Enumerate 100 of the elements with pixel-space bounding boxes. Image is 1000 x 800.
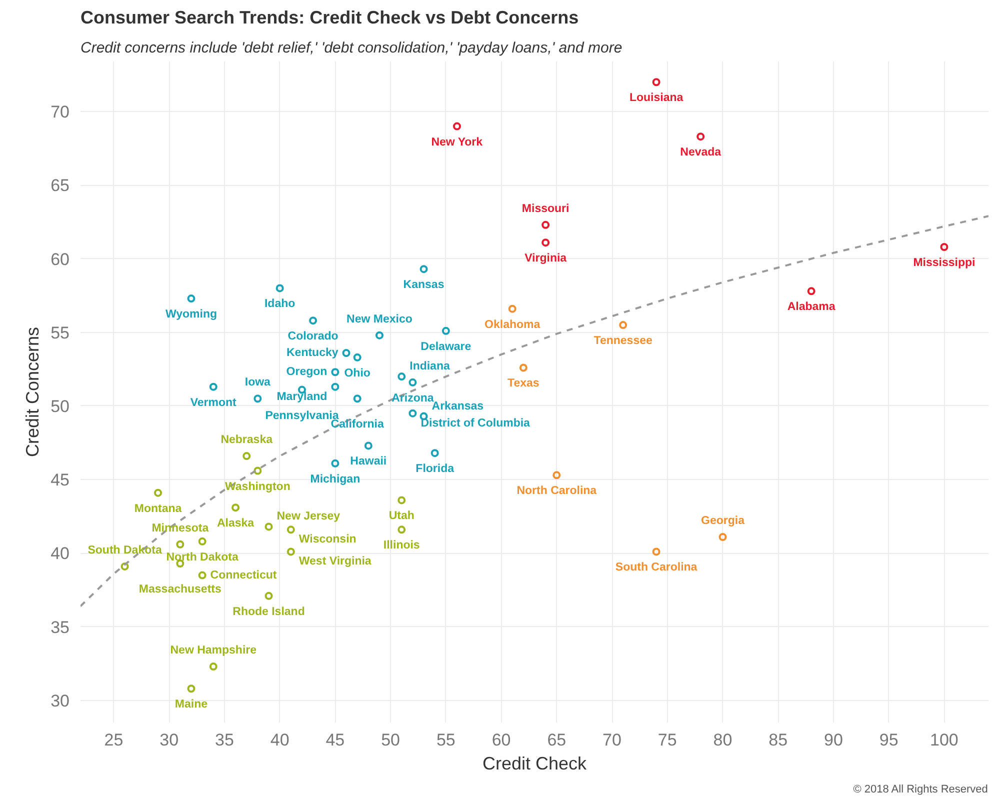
annotation: Ohio bbox=[344, 367, 370, 380]
x-tick-label: 25 bbox=[104, 730, 124, 750]
annotation: Virginia bbox=[524, 252, 568, 265]
x-tick-label: 70 bbox=[602, 730, 622, 750]
annotation: Washington bbox=[224, 480, 290, 493]
point bbox=[232, 504, 240, 512]
point bbox=[242, 452, 251, 460]
annotation: Texas bbox=[508, 378, 540, 390]
y-tick-label: 45 bbox=[50, 470, 70, 490]
point bbox=[198, 537, 206, 546]
annotation: Louisiana bbox=[629, 92, 684, 104]
annotation: North Carolina bbox=[516, 485, 598, 498]
point bbox=[696, 132, 705, 141]
annotation: Idaho bbox=[264, 298, 296, 310]
point bbox=[264, 592, 273, 600]
x-tick-label: 60 bbox=[492, 730, 511, 750]
annotation: Missouri bbox=[522, 202, 570, 215]
point bbox=[408, 378, 417, 386]
annotation: Georgia bbox=[701, 515, 746, 528]
point bbox=[442, 326, 450, 335]
annotation: Colorado bbox=[288, 330, 338, 343]
annotation: South Carolina bbox=[615, 562, 698, 574]
annotation: Nebraska bbox=[220, 434, 274, 446]
x-tick-label: 100 bbox=[930, 730, 958, 750]
annotation: Kansas bbox=[403, 279, 444, 292]
point bbox=[209, 662, 218, 671]
point bbox=[264, 522, 273, 531]
annotation: Massachusetts bbox=[138, 584, 222, 596]
point bbox=[342, 348, 350, 357]
point bbox=[420, 265, 428, 274]
annotation: New Hampshire bbox=[170, 644, 257, 657]
point bbox=[187, 294, 196, 303]
annotation: Hawaii bbox=[350, 456, 387, 468]
x-tick-label: 55 bbox=[436, 730, 456, 750]
point bbox=[120, 562, 129, 570]
point bbox=[176, 540, 184, 548]
point bbox=[375, 331, 384, 340]
point bbox=[398, 496, 406, 504]
x-tick-label: 30 bbox=[160, 730, 179, 750]
y-tick-label: 35 bbox=[50, 618, 70, 637]
y-tick-label: 50 bbox=[50, 396, 70, 416]
point bbox=[254, 466, 262, 475]
point bbox=[940, 243, 948, 251]
annotation: Oklahoma bbox=[484, 318, 541, 331]
annotation: Tennessee bbox=[594, 335, 652, 348]
point bbox=[807, 287, 816, 296]
annotation: New Mexico bbox=[346, 313, 412, 326]
text: © 2018 All Rights Reserved bbox=[853, 784, 988, 796]
annotation: New Jersey bbox=[276, 510, 341, 523]
annotation: Indiana bbox=[410, 360, 450, 373]
point bbox=[519, 364, 528, 372]
point bbox=[619, 321, 628, 330]
annotation: Florida bbox=[416, 463, 455, 476]
point bbox=[331, 382, 340, 391]
annotation: West Virginia bbox=[298, 556, 372, 568]
point bbox=[331, 459, 340, 468]
x-tick-label: 45 bbox=[326, 730, 345, 750]
annotation: Montana bbox=[134, 502, 182, 515]
point bbox=[276, 284, 284, 292]
y-tick-label: 30 bbox=[50, 691, 70, 710]
annotation: Arkansas bbox=[432, 400, 484, 412]
y-tick-label: 55 bbox=[50, 323, 70, 342]
point bbox=[309, 316, 318, 325]
chart-title: Consumer Search Trends: Credit Check vs Debt Concerns bbox=[80, 8, 579, 28]
x-tick-label: 95 bbox=[879, 730, 898, 750]
annotation: Wisconsin bbox=[298, 534, 356, 546]
annotation: Vermont bbox=[190, 396, 237, 409]
x-tick-label: 80 bbox=[713, 730, 732, 750]
annotation: Nevada bbox=[680, 146, 722, 159]
x-tick-label: 40 bbox=[270, 730, 290, 750]
annotation: Utah bbox=[388, 510, 414, 522]
point bbox=[209, 382, 218, 391]
point bbox=[331, 368, 340, 376]
point bbox=[353, 353, 362, 362]
point bbox=[452, 122, 461, 130]
annotation: Alabama bbox=[787, 301, 836, 314]
annotation: Oregon bbox=[286, 366, 328, 378]
point bbox=[552, 471, 561, 480]
annotation: Illinois bbox=[383, 540, 420, 552]
chart-subtitle: Credit concerns include 'debt relief,' 'debt consolidation,' 'payday loans,' and more bbox=[80, 40, 622, 56]
point bbox=[187, 684, 196, 693]
point bbox=[154, 488, 162, 497]
annotation: Minnesota bbox=[152, 522, 210, 534]
point bbox=[408, 409, 417, 418]
point bbox=[542, 220, 550, 229]
y-tick-label: 65 bbox=[50, 176, 70, 196]
point bbox=[652, 78, 660, 86]
annotation: Kentucky bbox=[286, 346, 339, 359]
point bbox=[718, 533, 727, 541]
annotation: Maine bbox=[174, 698, 208, 711]
annotation: Mississippi bbox=[913, 256, 976, 269]
point bbox=[353, 394, 362, 403]
point bbox=[542, 238, 550, 247]
annotation: New York bbox=[431, 136, 484, 148]
y-tick-label: 60 bbox=[50, 250, 70, 269]
annotation: Arizona bbox=[392, 392, 434, 404]
point bbox=[286, 548, 295, 556]
point bbox=[508, 304, 516, 313]
annotation: Wyoming bbox=[165, 308, 218, 321]
x-tick-label: 75 bbox=[658, 730, 677, 750]
